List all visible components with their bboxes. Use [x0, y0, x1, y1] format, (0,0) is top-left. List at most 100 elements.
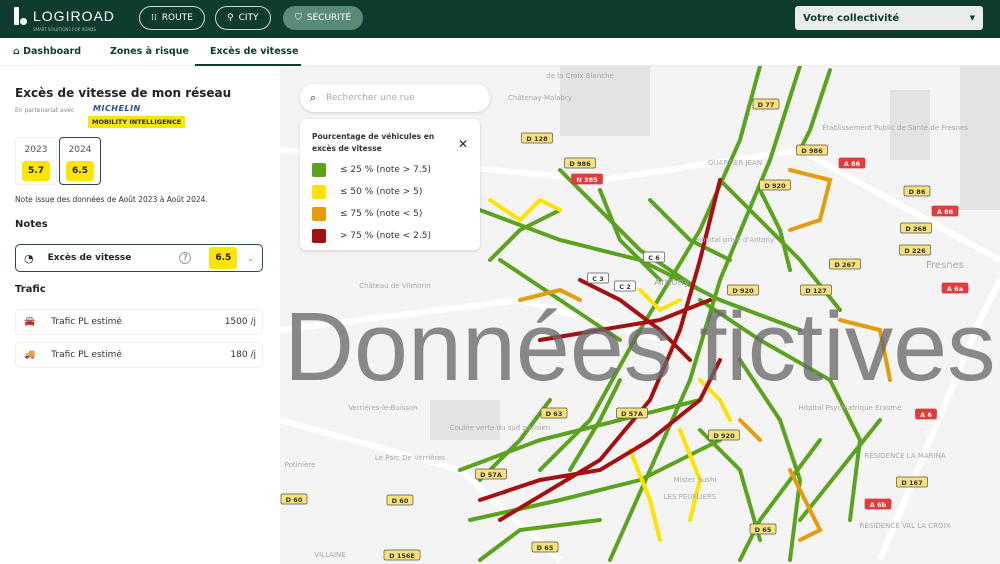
help-icon[interactable]: ? — [179, 252, 192, 264]
street-search-input[interactable]: ⌕ Rechercher une rue — [300, 84, 490, 112]
place-label: LES PEUPLIERS — [664, 493, 717, 501]
note-exces-vitesse[interactable]: ◔ Excès de vitesse ? 6.5 ⌄ — [15, 244, 263, 272]
legend-label: ≤ 50 % (note > 5) — [340, 187, 423, 197]
legend-item: ≤ 50 % (note > 5) — [312, 185, 468, 199]
page-title: Excès de vitesse de mon réseau — [15, 86, 232, 100]
speed-road-segment[interactable] — [758, 188, 792, 272]
score-badge: 6.5 — [209, 247, 238, 269]
place-label: Établissement Public de Santé de Fresnes — [822, 123, 968, 132]
road-badge — [386, 494, 414, 506]
road-label: D 167 — [901, 479, 922, 487]
road-badge — [800, 284, 832, 296]
road-badge — [931, 205, 959, 217]
road-label: A 86 — [844, 160, 861, 168]
speed-road-segment[interactable] — [738, 418, 762, 442]
place-label: Fresnes — [926, 260, 964, 271]
score-badge: 6.5 — [66, 161, 94, 181]
road-label: A 6b — [870, 501, 887, 509]
close-icon[interactable]: ✕ — [457, 137, 468, 151]
road-label: D 986 — [801, 147, 823, 155]
speed-road-segment[interactable] — [738, 438, 822, 562]
place-label: Hôpital Psychiatrique Erasme — [799, 404, 902, 412]
speed-road-segment[interactable] — [698, 298, 863, 522]
nav-securite-button[interactable]: ⛉ SÉCURITÉ — [283, 6, 364, 30]
road-label: C 2 — [619, 283, 631, 291]
speed-road-segment[interactable] — [788, 468, 823, 542]
speed-road-segment[interactable] — [838, 318, 892, 382]
road-badge — [900, 222, 932, 234]
speed-road-segment[interactable] — [538, 298, 712, 342]
logiroad-logo[interactable]: LOGIROAD SMART SOLUTIONS FOR ROADS — [14, 7, 115, 32]
nav-city-button[interactable]: ⚲ CITY — [215, 6, 271, 30]
collectivity-select[interactable]: Votre collectivité ▼ — [795, 6, 983, 30]
road-label: C 3 — [592, 275, 604, 283]
note-label: Excès de vitesse — [47, 253, 132, 263]
speed-road-segment[interactable] — [788, 168, 833, 232]
year-2024-card[interactable]: 2024 6.5 — [59, 137, 101, 185]
road-label: D 77 — [758, 101, 775, 109]
nav-route-button[interactable]: ⁞⁞ ROUTE — [139, 6, 205, 30]
road-label: D 57A — [480, 471, 502, 479]
speed-road-segment[interactable] — [458, 398, 702, 472]
speed-road-segment[interactable] — [738, 358, 803, 562]
speed-road-segment[interactable] — [558, 168, 702, 292]
speed-road-segment[interactable] — [478, 358, 722, 502]
speed-road-segment[interactable] — [648, 198, 732, 262]
road-badge — [896, 476, 928, 488]
road-label: A 6a — [947, 285, 963, 293]
speed-road-segment[interactable] — [638, 288, 682, 313]
speed-road-segment[interactable] — [698, 428, 762, 542]
road-label: A 6 — [920, 411, 932, 419]
search-icon: ⌕ — [310, 91, 317, 104]
speed-road-segment[interactable] — [478, 398, 552, 482]
tab-zones-risque[interactable]: Zones à risque — [110, 46, 189, 57]
legend-swatch — [312, 185, 326, 199]
speed-road-segment[interactable] — [628, 448, 662, 542]
road-label: D 156E — [389, 552, 415, 560]
speed-road-segment[interactable] — [478, 518, 602, 562]
michelin-logo: MICHELIN — [93, 104, 141, 113]
legend-item: > 75 % (note < 2.5) — [312, 229, 468, 243]
traffic-row: 🚘 Trafic PL estimé 1500 /j — [15, 309, 263, 335]
speed-road-segment[interactable] — [568, 378, 622, 472]
road-badge — [564, 157, 596, 169]
speed-road-segment[interactable] — [598, 188, 662, 282]
speed-road-segment[interactable] — [498, 258, 622, 342]
traffic-heading: Trafic — [15, 284, 46, 295]
legend-swatch — [312, 229, 326, 243]
road-badge — [915, 408, 937, 420]
road-badge — [280, 493, 308, 505]
place-label: de la Croix Blanche — [546, 72, 614, 80]
speed-road-segment[interactable] — [798, 418, 882, 522]
speed-road-segment[interactable] — [488, 197, 562, 223]
place-label: VILLAINE — [314, 551, 345, 559]
place-label: RÉSIDENCE VAL LA CROIX — [860, 521, 951, 530]
speed-road-segment[interactable] — [798, 68, 832, 152]
road-label: D 920 — [713, 432, 735, 440]
map-block — [890, 90, 930, 160]
legend-item: ≤ 75 % (note < 5) — [312, 207, 468, 221]
shield-check-icon: ⛉ — [295, 13, 302, 23]
road-badge — [864, 498, 892, 510]
road-badge — [616, 407, 648, 419]
road-label: D 65 — [755, 526, 772, 534]
chevron-down-icon[interactable]: ⌄ — [247, 253, 254, 263]
map-block — [430, 400, 500, 440]
place-label: Mister Sushi — [674, 476, 717, 484]
road-label: A 86 — [937, 208, 954, 216]
speed-road-segment[interactable] — [678, 428, 703, 522]
traffic-row: 🚚 Trafic PL estimé 180 /j — [15, 342, 263, 368]
tab-dashboard[interactable]: ⌂ Dashboard — [13, 46, 82, 57]
route-icon: ⁞⁞ — [151, 13, 157, 23]
speed-road-segment[interactable] — [488, 208, 562, 262]
road-badge — [903, 185, 931, 197]
road-badge — [941, 282, 969, 294]
year-2023-card[interactable]: 2023 5.7 — [15, 137, 57, 185]
speed-road-segment[interactable] — [518, 287, 582, 302]
road-badge — [899, 244, 931, 256]
speed-road-segment[interactable] — [498, 178, 722, 522]
legend-swatch — [312, 163, 326, 177]
tab-exces-vitesse[interactable]: Excès de vitesse — [195, 38, 301, 66]
place-label: QUARTIER JEAN — [708, 159, 762, 167]
speed-road-segment[interactable] — [578, 278, 692, 362]
